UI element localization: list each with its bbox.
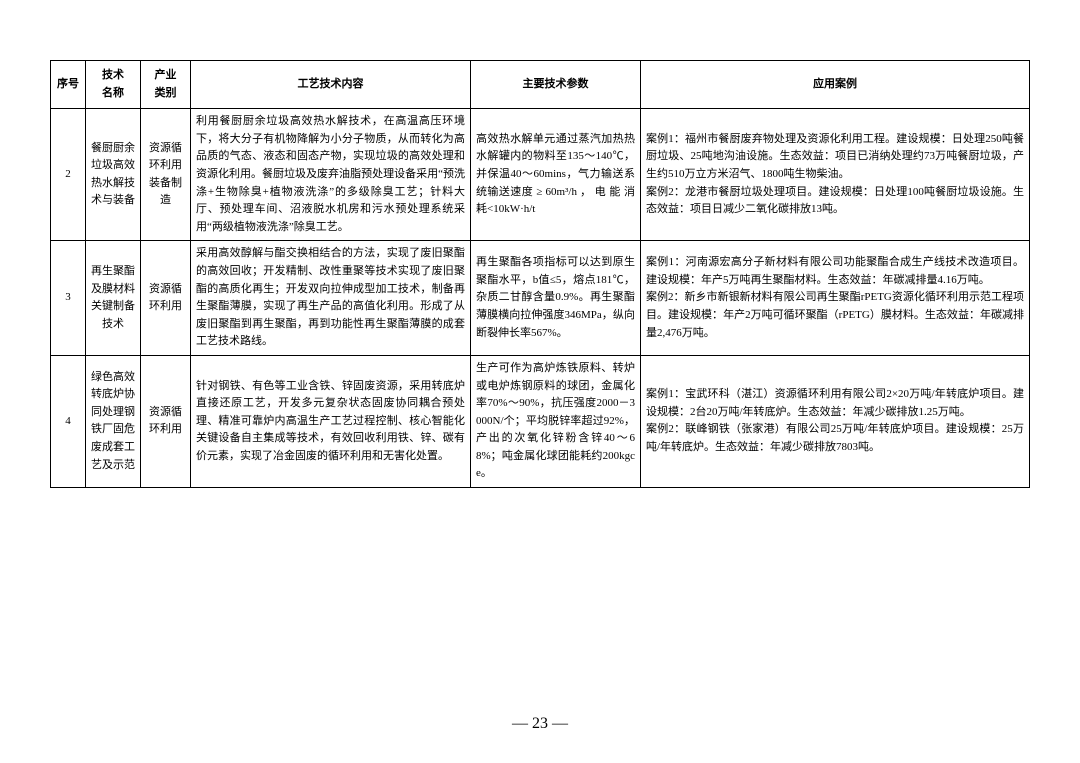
header-app-cases: 应用案例 — [641, 61, 1030, 109]
table-body: 2 餐厨厨余垃圾高效热水解技术与装备 资源循环利用装备制造 利用餐厨厨余垃圾高效… — [51, 109, 1030, 488]
table-row: 3 再生聚酯及膜材料关键制备技术 资源循环利用 采用高效醇解与酯交换相结合的方法… — [51, 241, 1030, 356]
cell-tech-content: 采用高效醇解与酯交换相结合的方法，实现了废旧聚酯的高效回收；开发精制、改性重聚等… — [191, 241, 471, 356]
table-row: 4 绿色高效转底炉协同处理钢铁厂固危废成套工艺及示范 资源循环利用 针对钢铁、有… — [51, 355, 1030, 487]
cell-tech-params: 再生聚酯各项指标可以达到原生聚酯水平，b值≤5，熔点181℃，杂质二甘醇含量0.… — [471, 241, 641, 356]
cell-category: 资源循环利用 — [141, 355, 191, 487]
cell-tech-params: 生产可作为高炉炼铁原料、转炉或电炉炼钢原料的球团，金属化率70%～90%，抗压强… — [471, 355, 641, 487]
table-row: 2 餐厨厨余垃圾高效热水解技术与装备 资源循环利用装备制造 利用餐厨厨余垃圾高效… — [51, 109, 1030, 241]
page-number: — 23 — — [0, 715, 1080, 733]
header-tech-params: 主要技术参数 — [471, 61, 641, 109]
cell-tech-content: 针对钢铁、有色等工业含铁、锌固废资源，采用转底炉直接还原工艺，开发多元复杂状态固… — [191, 355, 471, 487]
cell-name: 绿色高效转底炉协同处理钢铁厂固危废成套工艺及示范 — [86, 355, 141, 487]
cell-num: 3 — [51, 241, 86, 356]
header-name: 技术名称 — [86, 61, 141, 109]
cell-app-cases: 案例1：河南源宏高分子新材料有限公司功能聚酯合成生产线技术改造项目。建设规模：年… — [641, 241, 1030, 356]
cell-tech-content: 利用餐厨厨余垃圾高效热水解技术，在高温高压环境下，将大分子有机物降解为小分子物质… — [191, 109, 471, 241]
cell-category: 资源循环利用 — [141, 241, 191, 356]
cell-name: 餐厨厨余垃圾高效热水解技术与装备 — [86, 109, 141, 241]
cell-name: 再生聚酯及膜材料关键制备技术 — [86, 241, 141, 356]
cell-num: 2 — [51, 109, 86, 241]
header-row: 序号 技术名称 产业类别 工艺技术内容 主要技术参数 应用案例 — [51, 61, 1030, 109]
cell-app-cases: 案例1：福州市餐厨废弃物处理及资源化利用工程。建设规模：日处理250吨餐厨垃圾、… — [641, 109, 1030, 241]
cell-num: 4 — [51, 355, 86, 487]
cell-category: 资源循环利用装备制造 — [141, 109, 191, 241]
header-num: 序号 — [51, 61, 86, 109]
cell-tech-params: 高效热水解单元通过蒸汽加热热水解罐内的物料至135～140℃，并保温40～60m… — [471, 109, 641, 241]
header-category: 产业类别 — [141, 61, 191, 109]
cell-app-cases: 案例1：宝武环科（湛江）资源循环利用有限公司2×20万吨/年转底炉项目。建设规模… — [641, 355, 1030, 487]
tech-table: 序号 技术名称 产业类别 工艺技术内容 主要技术参数 应用案例 2 餐厨厨余垃圾… — [50, 60, 1030, 488]
header-tech-content: 工艺技术内容 — [191, 61, 471, 109]
